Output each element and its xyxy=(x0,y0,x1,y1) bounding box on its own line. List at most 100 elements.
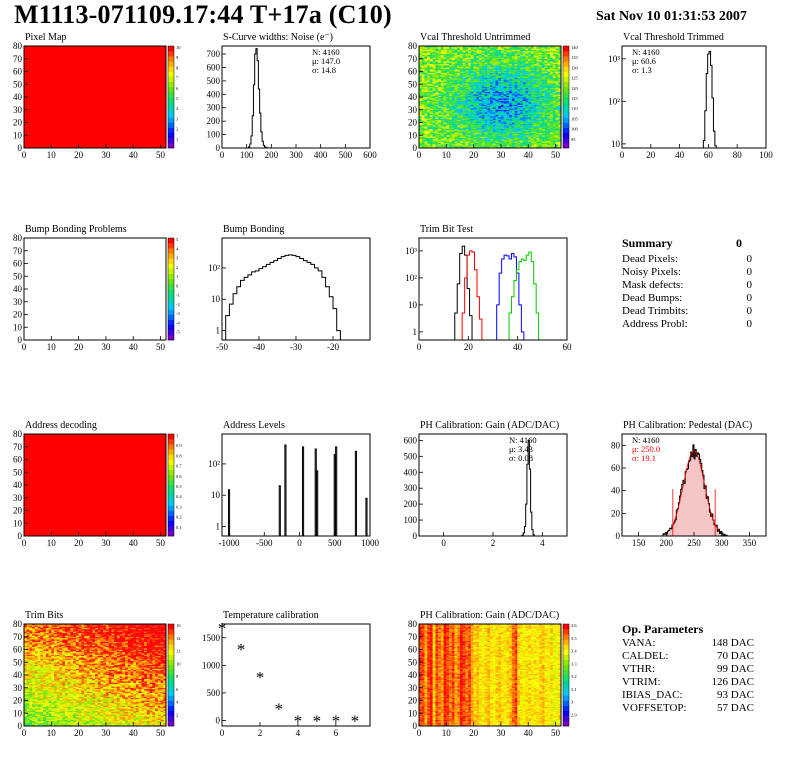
heatmap-cell xyxy=(522,93,526,95)
heatmap-cell xyxy=(550,111,553,113)
heatmap-cell xyxy=(449,60,452,62)
heatmap-cell xyxy=(514,139,518,141)
heatmap-cell xyxy=(443,75,447,77)
heatmap-cell xyxy=(525,122,529,124)
palette-segment xyxy=(563,86,569,93)
heatmap-cell xyxy=(465,48,469,50)
heatmap-cell xyxy=(500,95,504,98)
heatmap-cell xyxy=(552,142,556,145)
heatmap-cell xyxy=(520,94,523,96)
heatmap-cell xyxy=(498,116,502,118)
heatmap-cell xyxy=(547,121,551,123)
heatmap-cell xyxy=(490,133,493,136)
heatmap-cell xyxy=(547,70,551,72)
heatmap-cell xyxy=(520,118,523,121)
heatmap-cell xyxy=(462,104,466,107)
heatmap-cell xyxy=(544,113,548,115)
heatmap-cell xyxy=(421,127,425,130)
heatmap-cell xyxy=(503,61,507,63)
heatmap-cell xyxy=(419,74,422,76)
heatmap-cell xyxy=(454,74,458,76)
heatmap-cell xyxy=(522,89,526,91)
heatmap-cell xyxy=(525,77,529,80)
heatmap-cell xyxy=(81,724,85,727)
heatmap-cell xyxy=(429,107,433,109)
heatmap-cell xyxy=(536,48,540,50)
heatmap-cell xyxy=(517,140,521,142)
palette-segment xyxy=(563,122,569,128)
heatmap-cell xyxy=(495,109,499,112)
heatmap-cell xyxy=(479,46,482,48)
heatmap-cell xyxy=(443,66,447,68)
heatmap-cell xyxy=(449,116,452,118)
heatmap-cell xyxy=(125,717,128,719)
heatmap-cell xyxy=(517,104,521,107)
heatmap-cell xyxy=(479,49,482,52)
heatmap-cell xyxy=(481,126,485,128)
heatmap-cell xyxy=(470,58,474,61)
heatmap-cell xyxy=(506,98,510,100)
heatmap-cell xyxy=(462,103,466,105)
heatmap-cell xyxy=(544,57,548,59)
x-tick-label: 30 xyxy=(496,150,506,160)
heatmap-cell xyxy=(446,137,450,140)
heatmap-cell xyxy=(498,95,502,98)
heatmap-cell xyxy=(438,85,441,87)
heatmap-cell xyxy=(427,46,431,48)
heatmap-cell xyxy=(533,63,537,66)
heatmap-cell xyxy=(509,141,512,144)
heatmap-cell xyxy=(465,123,469,126)
heatmap-cell xyxy=(525,141,529,144)
heatmap-cell xyxy=(487,105,491,108)
heatmap-cell xyxy=(544,130,548,132)
heatmap-cell xyxy=(457,70,461,72)
heatmap-cell xyxy=(465,108,469,110)
heatmap-cell xyxy=(421,97,425,99)
heatmap-cell xyxy=(438,100,441,103)
heatmap-cell xyxy=(476,68,480,71)
heatmap-cell xyxy=(558,82,562,85)
heatmap-cell xyxy=(530,109,534,112)
heatmap-cell xyxy=(429,49,433,52)
heatmap-cell xyxy=(550,77,553,80)
heatmap-cell xyxy=(506,104,510,107)
heatmap-cell xyxy=(533,105,537,108)
heatmap-cell xyxy=(476,81,480,84)
palette-tick-label: 4 xyxy=(176,106,179,111)
heatmap-cell xyxy=(552,100,556,103)
heatmap-cell xyxy=(487,70,491,72)
heatmap-cell xyxy=(528,116,532,118)
heatmap-cell xyxy=(555,95,559,98)
heatmap-cell xyxy=(514,113,518,115)
heatmap-cell xyxy=(462,108,466,110)
heatmap-cell xyxy=(541,100,545,103)
heatmap-cell xyxy=(37,720,41,723)
heatmap-cell xyxy=(484,76,488,79)
heatmap-cell xyxy=(468,70,472,72)
heatmap-cell xyxy=(522,75,526,77)
heatmap-cell xyxy=(144,724,148,727)
heatmap-cell xyxy=(424,89,428,91)
heatmap-cell xyxy=(449,79,452,81)
heatmap-cell xyxy=(449,65,452,67)
heatmap-cell xyxy=(481,113,485,115)
heatmap-cell xyxy=(498,128,502,131)
heatmap-cell xyxy=(481,85,485,87)
histogram-spike xyxy=(354,450,357,536)
heatmap-cell xyxy=(547,126,551,128)
heatmap-cell xyxy=(438,66,441,68)
heatmap-cell xyxy=(509,127,512,130)
heatmap-cell xyxy=(459,77,463,80)
heatmap-cell xyxy=(495,121,499,123)
heatmap-cell xyxy=(539,67,543,70)
heatmap-cell xyxy=(525,132,529,135)
heatmap-cell xyxy=(498,46,502,48)
heatmap-cell xyxy=(492,56,496,58)
heatmap-cell xyxy=(530,66,534,68)
heatmap-cell xyxy=(555,67,559,70)
heatmap-cell xyxy=(533,91,537,94)
heatmap-cell xyxy=(451,60,455,62)
heatmap-cell xyxy=(40,724,44,727)
